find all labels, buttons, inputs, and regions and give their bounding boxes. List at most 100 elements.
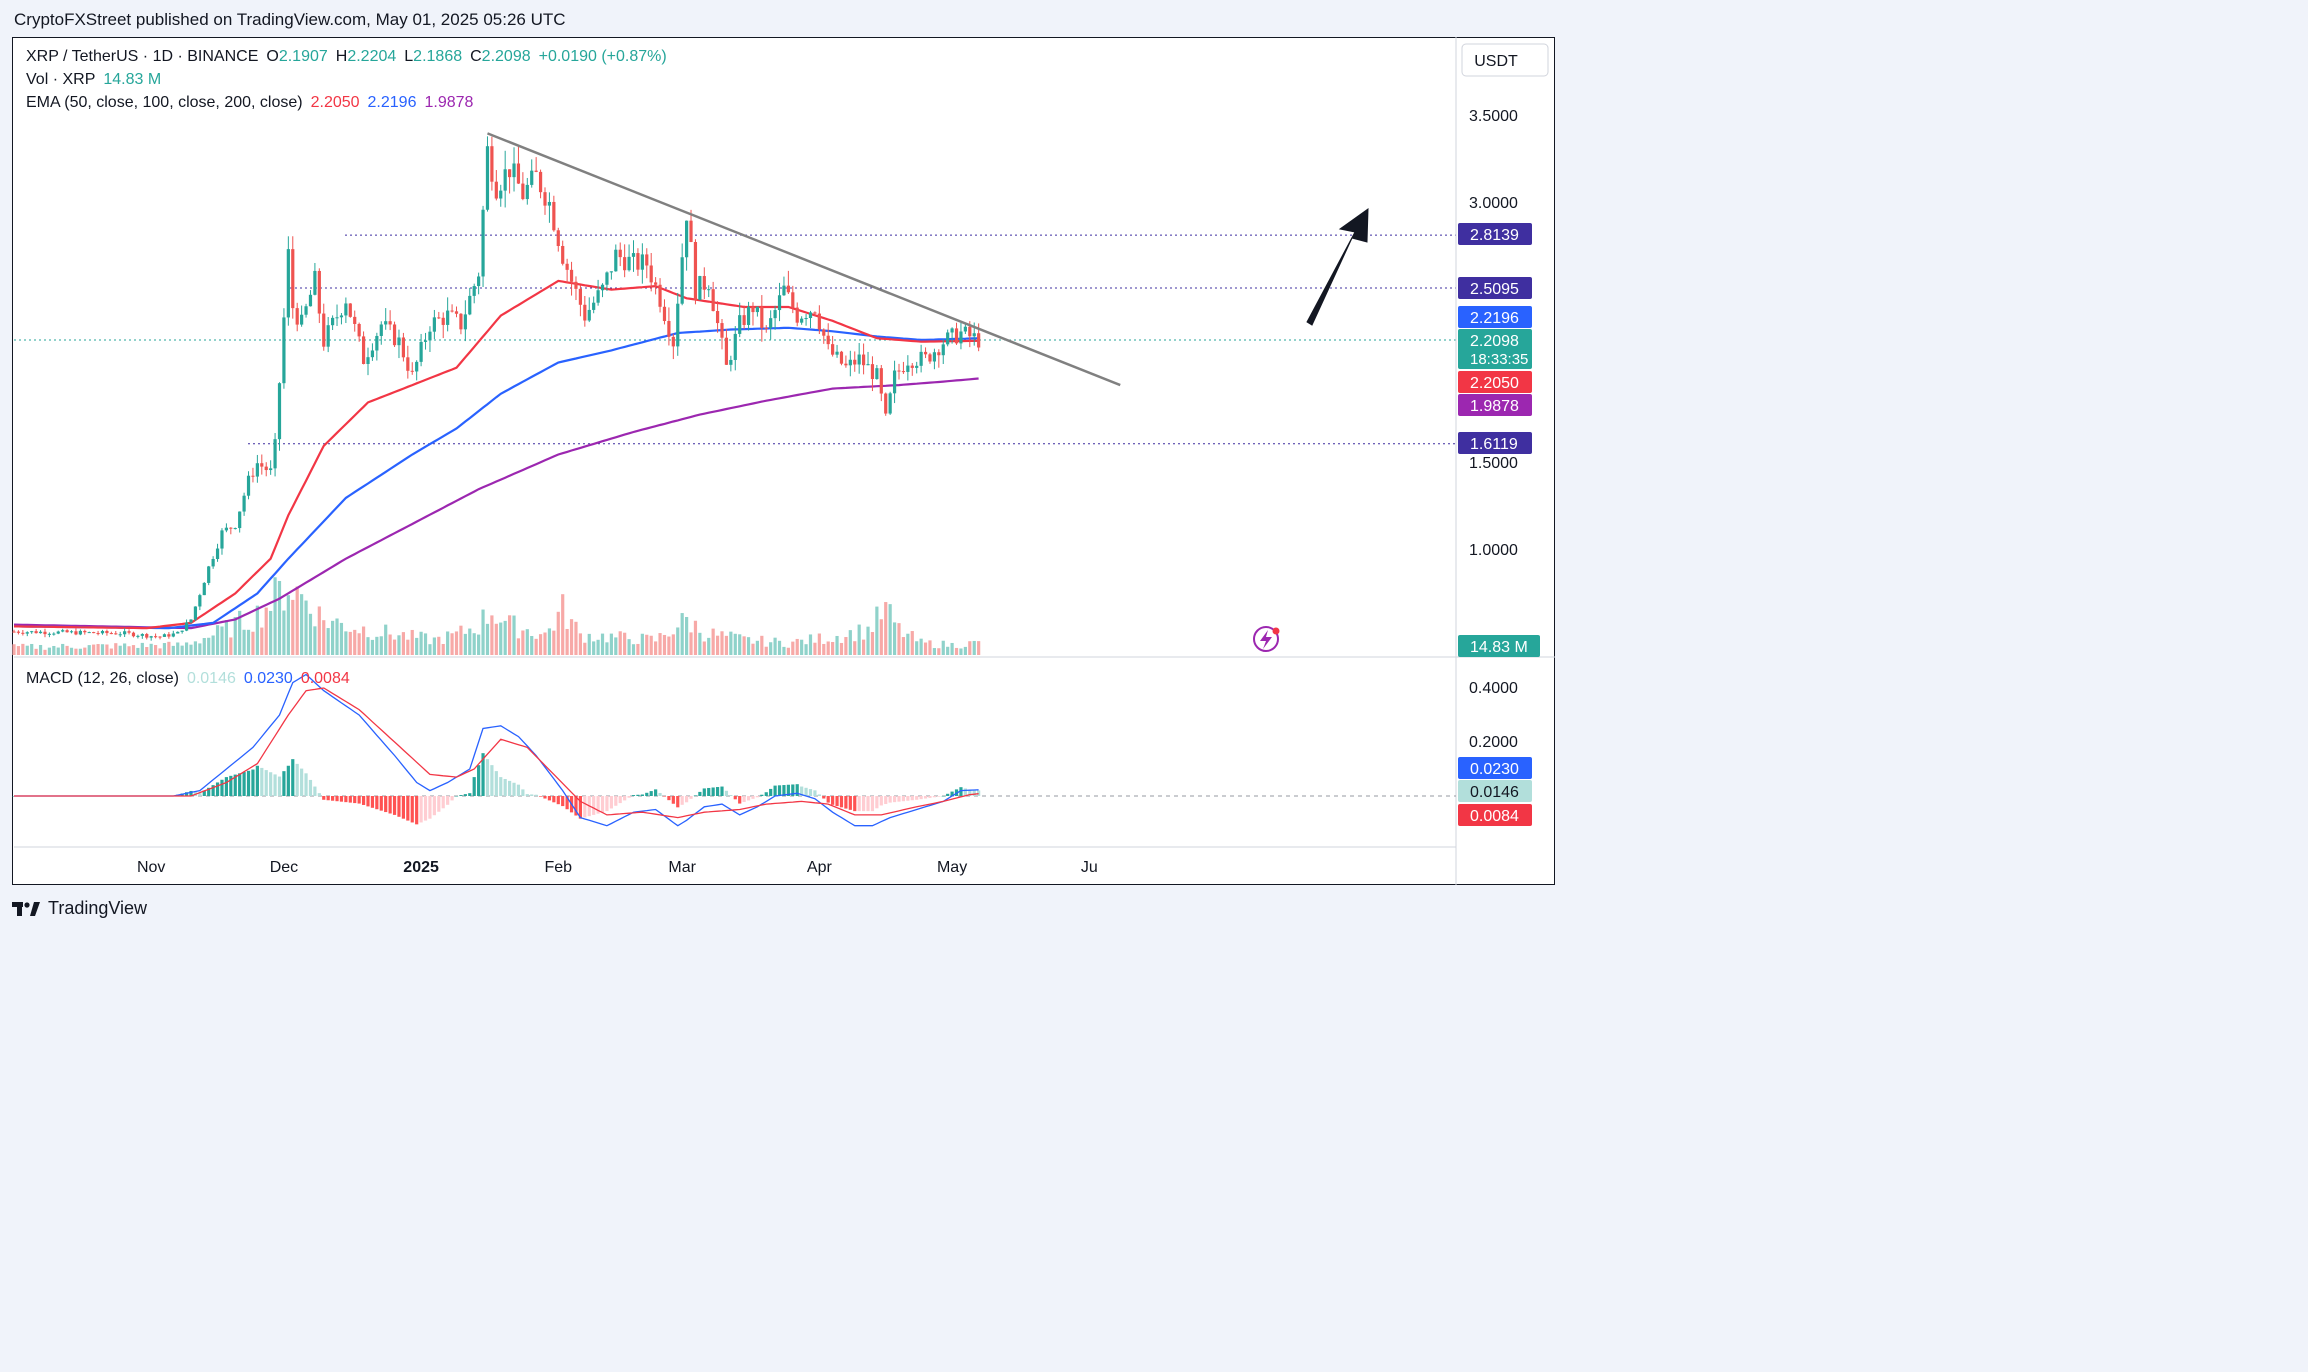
legend-ema-row[interactable]: EMA (50, close, 100, close, 200, close) 2… [26, 94, 477, 112]
footer-bar: TradingView [0, 886, 1568, 932]
volume-bar [300, 594, 304, 655]
candle-body [96, 633, 100, 635]
macd-histogram-bar [910, 796, 914, 801]
candle-body [530, 170, 534, 185]
macd-histogram-bar [534, 794, 538, 796]
price-axis[interactable]: USDT3.50003.00001.50001.00000.50002.8139… [1458, 43, 1549, 826]
legend-macd-hist: 0.0146 [186, 670, 236, 687]
legend-macd-row[interactable]: MACD (12, 26, close) 0.0146 0.0230 0.0084 [26, 670, 354, 688]
time-label: May [937, 859, 967, 876]
volume-bar [596, 639, 600, 655]
volume-bar [600, 633, 605, 655]
candle-body [437, 317, 441, 319]
candle-body [547, 201, 552, 206]
candle-body [357, 323, 361, 337]
macd-label-text: 0.0230 [1470, 761, 1519, 778]
candle-body [74, 631, 78, 635]
legend-volume-row[interactable]: Vol · XRP 14.83 M [26, 71, 165, 89]
macd-histogram-bar [866, 796, 870, 812]
candle-body [702, 276, 706, 290]
chart-canvas[interactable]: USDT3.50003.00001.50001.00000.50002.8139… [0, 0, 1568, 932]
legend-volume-value: 14.83 M [103, 71, 162, 88]
volume-bar [530, 636, 534, 655]
macd-histogram-bar [941, 796, 945, 797]
candle-body [512, 163, 516, 178]
candle-body [78, 630, 82, 635]
candle-body [698, 276, 702, 300]
candle-body [114, 633, 118, 635]
candle-body [640, 254, 644, 270]
macd-histogram-bar [592, 796, 596, 815]
candle-body [667, 320, 671, 337]
volume-bar [176, 642, 180, 655]
candle-body [193, 606, 198, 620]
macd-histogram-bar [552, 796, 556, 803]
volume-bar [357, 633, 361, 655]
volume-bar [839, 642, 844, 655]
candle-body [773, 310, 777, 319]
volume-bar [844, 637, 848, 655]
trend-line[interactable] [487, 132, 1121, 387]
volume-bar [193, 641, 198, 655]
macd-histogram-bar [870, 796, 875, 812]
publish-header: CryptoFXStreet published on TradingView.… [0, 0, 1568, 38]
macd-histogram-bar [729, 795, 733, 796]
candle-body [260, 463, 264, 467]
macd-histogram-bar [950, 791, 954, 796]
macd-histogram-bar [645, 792, 649, 796]
price-label-text: 2.2196 [1470, 310, 1519, 327]
legend-symbol-row[interactable]: XRP / TetherUS · 1D · BINANCE O2.1907 H2.2… [26, 48, 671, 66]
macd-histogram-bar [361, 796, 366, 805]
arrow-icon [1306, 208, 1369, 326]
macd-histogram-bar [715, 787, 720, 796]
legend-symbol[interactable]: XRP / TetherUS · 1D · BINANCE [26, 48, 259, 65]
volume-bar [366, 637, 370, 655]
tradingview-brand[interactable]: TradingView [12, 898, 147, 919]
candlesticks [12, 136, 981, 641]
macd-histogram-bar [963, 788, 967, 796]
candle-body [313, 270, 317, 295]
volume-bar [777, 640, 782, 655]
macd-histogram-bar [525, 794, 529, 796]
volume-bar [406, 639, 410, 655]
macd-histogram-bar [415, 796, 419, 825]
macd-histogram-bar [932, 796, 936, 798]
macd-histogram-bar [906, 796, 910, 801]
time-axis[interactable]: Nov Dec 2025 Feb Mar Apr May Ju [137, 859, 1098, 876]
volume-bar [485, 623, 490, 655]
macd-histogram-bar [839, 796, 844, 808]
volume-bar [773, 637, 777, 655]
candle-body [538, 171, 543, 193]
macd-histogram-bar [831, 796, 835, 805]
macd-histogram-bar [322, 796, 326, 800]
candle-body [246, 475, 251, 496]
volume-bar [304, 600, 308, 655]
macd-histogram-bar [277, 776, 282, 796]
price-label-box [1458, 277, 1532, 299]
macd-histogram-bar [817, 794, 821, 796]
candle-body [136, 635, 140, 637]
currency-label: USDT [1474, 53, 1518, 70]
candle-body [707, 289, 711, 291]
macd-histogram-bar [220, 779, 224, 796]
volume-bar [118, 645, 122, 655]
macd-histogram-bar [198, 793, 202, 796]
volume-bar [140, 642, 144, 655]
candle-body [224, 527, 228, 531]
macd-histogram-bar [901, 796, 906, 802]
alert-bolt-icon[interactable] [1253, 626, 1280, 652]
macd-histogram-bar [211, 785, 215, 796]
candle-body [105, 630, 109, 634]
candle-body [432, 317, 436, 332]
volume-bar [512, 615, 516, 655]
ema-lines [13, 279, 979, 630]
candle-body [848, 359, 852, 366]
volume-bar [534, 638, 538, 655]
candle-body [242, 495, 246, 512]
candle-body [16, 631, 21, 633]
macd-histogram-bar [450, 796, 454, 801]
volume-bar [977, 641, 981, 655]
candle-body [977, 333, 981, 348]
macd-label-box [1458, 804, 1532, 826]
candle-body [176, 631, 180, 634]
